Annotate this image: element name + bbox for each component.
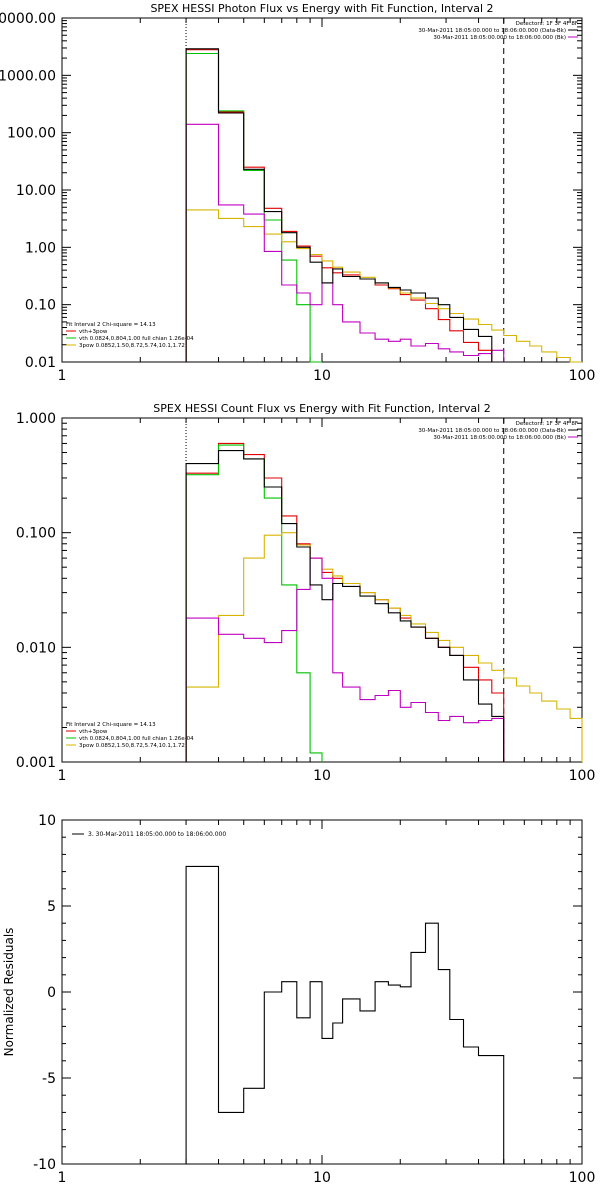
x-tick-label: 1	[58, 368, 67, 384]
series-line	[185, 123, 505, 362]
y-tick-label: 0.01	[25, 355, 56, 371]
y-tick-label: 0.10	[25, 298, 56, 314]
y-tick-label: 5	[47, 899, 56, 915]
x-tick-label: 100	[569, 768, 596, 784]
series-line	[185, 557, 505, 762]
fit-legend-label: vth 0.0824,0.804,1.00 full chian 1.26e-0…	[79, 336, 194, 342]
series-line	[185, 450, 505, 762]
y-tick-label: 0.010	[16, 640, 56, 656]
legend-header: Detectors: 1F 3F 4F 8F	[516, 21, 578, 27]
legend-label: 30-Mar-2011 18:05:00.000 to 18:06:00.000…	[433, 435, 566, 441]
y-tick-label: 0.100	[16, 526, 56, 542]
count-flux-panel: SPEX HESSI Count Flux vs Energy with Fit…	[16, 402, 595, 784]
chart-title: SPEX HESSI Count Flux vs Energy with Fit…	[153, 402, 490, 415]
series-line	[185, 532, 583, 762]
legend-header: Detectors: 1F 3F 4F 8F	[516, 421, 578, 427]
legend-label: 3. 30-Mar-2011 18:05:00.000 to 18:06:00.…	[88, 831, 226, 838]
y-tick-label: 1.00	[25, 240, 56, 256]
legend-label: 30-Mar-2011 18:05:00.000 to 18:06:00.000…	[418, 428, 566, 434]
legend-label: 30-Mar-2011 18:05:00.000 to 18:06:00.000…	[433, 35, 566, 41]
y-tick-label: 0.001	[16, 755, 56, 771]
series-line	[185, 209, 582, 363]
y-tick-label: 10	[38, 813, 56, 829]
x-tick-label: 10	[313, 368, 331, 384]
x-tick-label: 100	[569, 1170, 596, 1186]
fit-legend-label: 3pow 0.0852,1.50,8.72,5.74,10.1,1.72	[79, 743, 185, 749]
y-tick-label: 1.000	[16, 411, 56, 427]
photon-flux-panel: SPEX HESSI Photon Flux vs Energy with Fi…	[0, 2, 595, 384]
fit-legend-label: vth+3pow	[79, 729, 108, 735]
fit-legend-header: Fit Interval 2 Chi-square = 14.13	[66, 322, 156, 328]
y-tick-label: -10	[33, 1157, 56, 1173]
y-tick-label: 1000.00	[0, 68, 56, 84]
series-line	[185, 865, 505, 1164]
y-axis-label: Normalized Residuals	[2, 928, 16, 1057]
y-tick-label: 100.00	[7, 126, 56, 142]
y-tick-label: 10.00	[16, 183, 56, 199]
legend-label: 30-Mar-2011 18:05:00.000 to 18:06:00.000…	[418, 28, 566, 34]
x-tick-label: 100	[569, 368, 596, 384]
x-tick-label: 1	[58, 768, 67, 784]
x-tick-label: 10	[313, 1170, 331, 1186]
y-tick-label: -5	[42, 1071, 56, 1087]
fit-legend-header: Fit Interval 2 Chi-square = 14.13	[66, 722, 156, 728]
chart-title: SPEX HESSI Photon Flux vs Energy with Fi…	[150, 2, 493, 15]
fit-legend-label: vth+3pow	[79, 329, 108, 335]
x-tick-label: 1	[58, 1170, 67, 1186]
y-tick-label: 0	[47, 985, 56, 1001]
y-tick-label: 10000.00	[0, 11, 56, 27]
residuals-panel: Normalized Residuals 1 10 100 -10 -5 0 5 10 3. 30…	[2, 813, 595, 1186]
fit-legend-label: vth 0.0824,0.804,1.00 full chian 1.26e-0…	[79, 736, 194, 742]
fit-legend-label: 3pow 0.0852,1.50,8.72,5.74,10.1,1.72	[79, 343, 185, 349]
x-tick-label: 10	[313, 768, 331, 784]
series-line	[185, 48, 504, 363]
